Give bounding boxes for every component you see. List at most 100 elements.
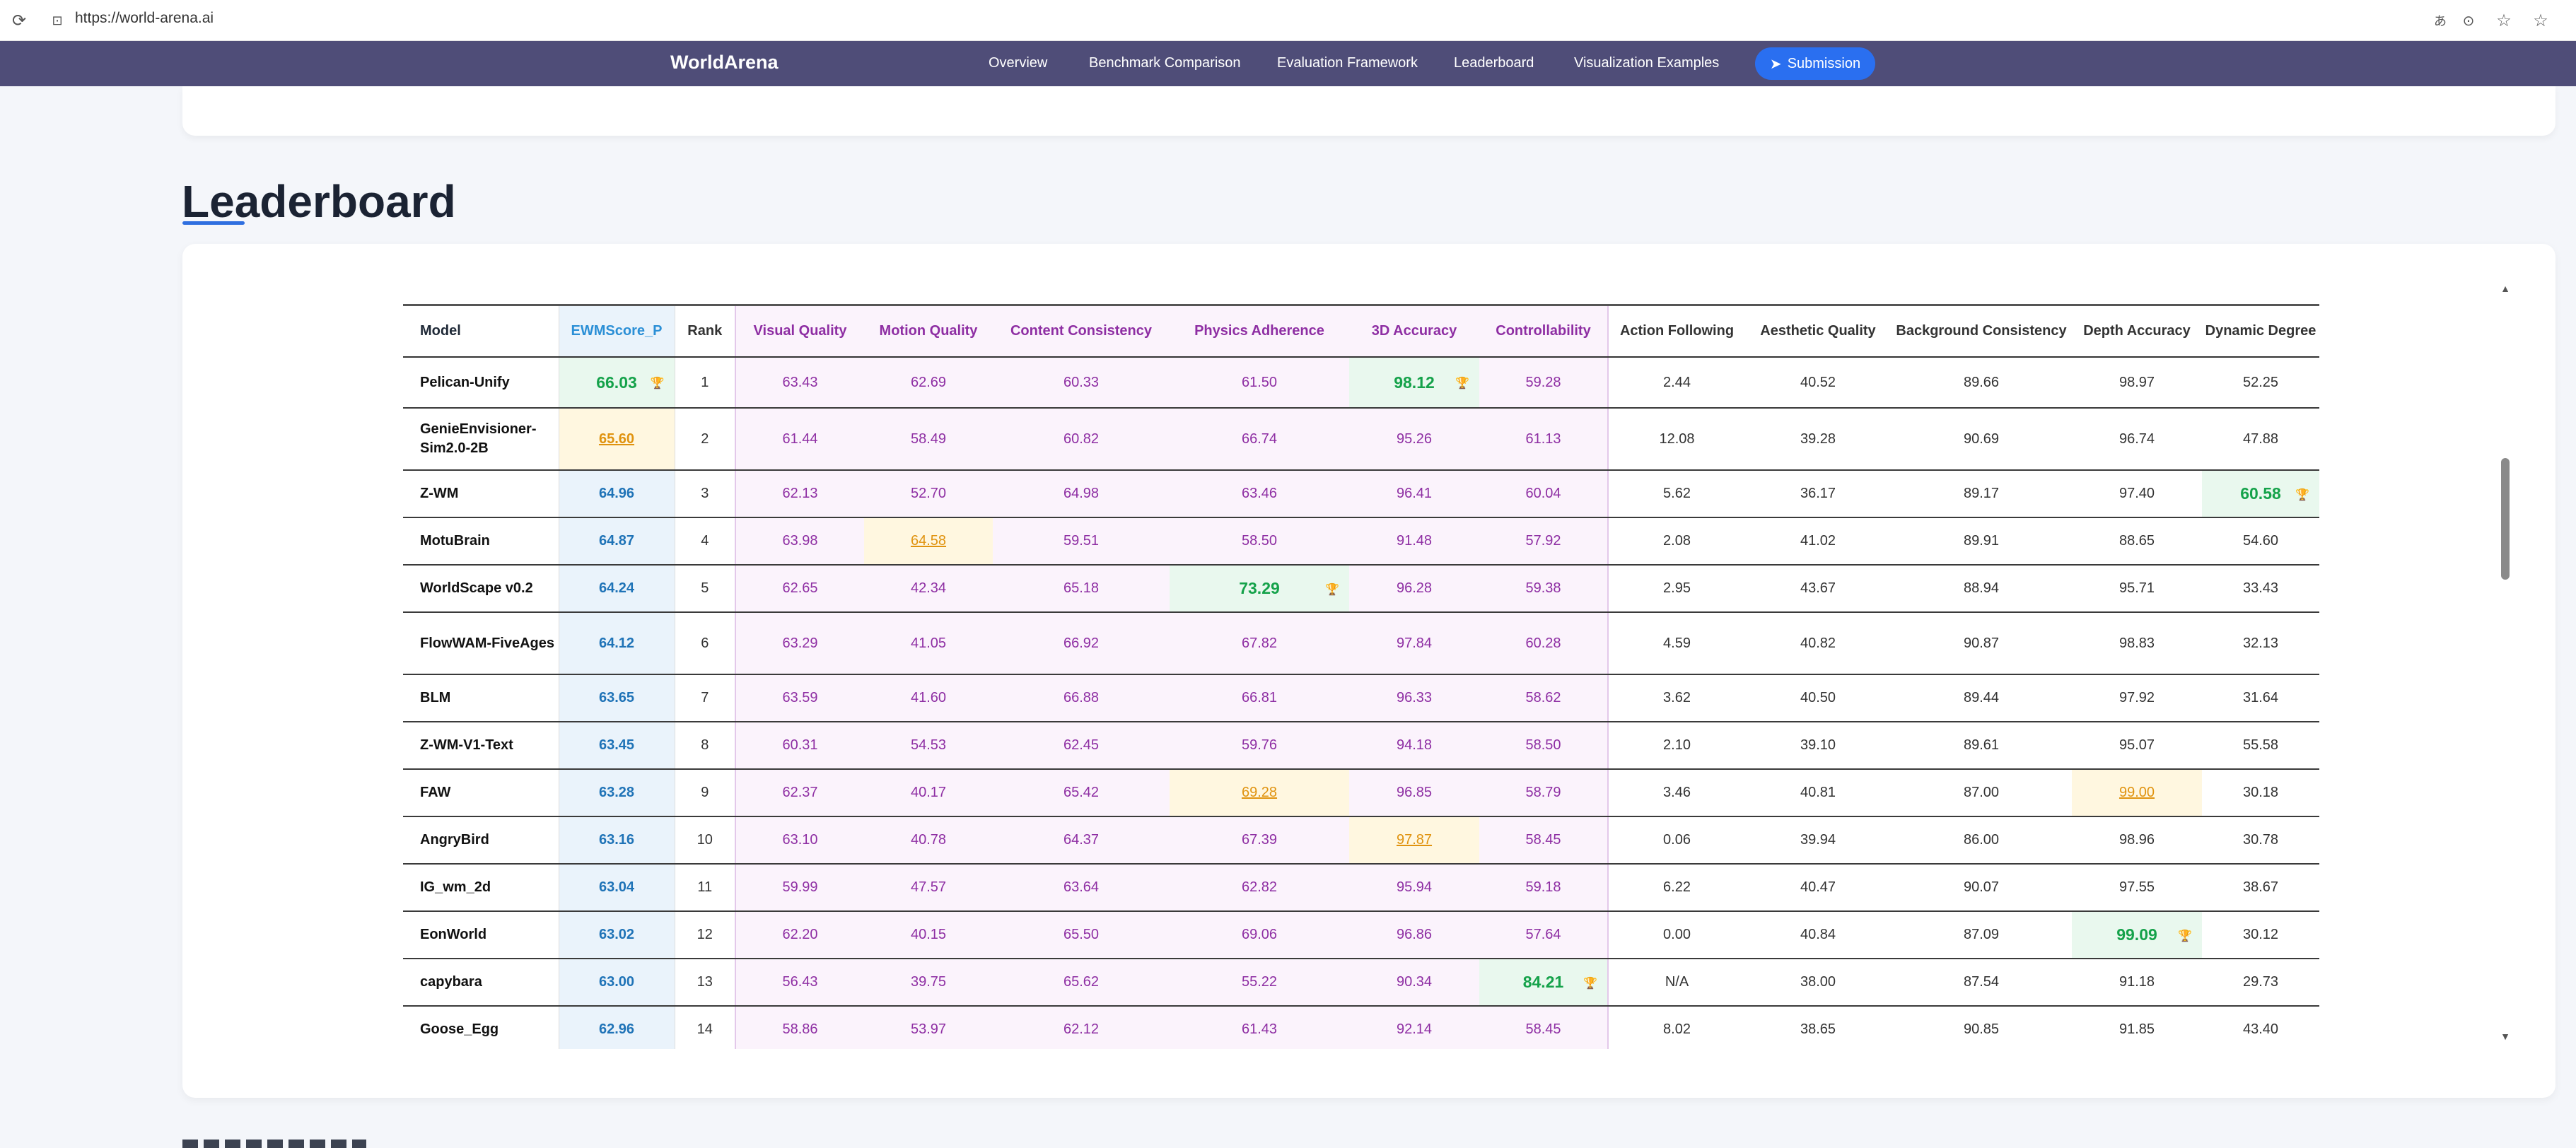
score-value: 89.66 — [1963, 374, 2000, 390]
column-header-content-consistency[interactable]: Content Consistency — [993, 306, 1170, 358]
score-value: 65.62 — [1063, 974, 1100, 990]
table-row[interactable]: capybara 63.00 13 56.43 39.75 65.62 55.22 90.34… — [403, 959, 2319, 1007]
score-cell-motion-quality: 53.97 — [864, 1006, 993, 1049]
score-cell-ewmscore-p: 62.96 — [558, 1006, 675, 1049]
score-value: 63.00 — [598, 974, 635, 990]
score-value: 89.44 — [1963, 690, 2000, 705]
score-cell-background-consistency: 90.87 — [1891, 612, 2072, 675]
score-value: 58.50 — [1241, 533, 1278, 549]
table-row[interactable]: AngryBird 63.16 10 63.10 40.78 64.37 67.39 97.8… — [403, 816, 2319, 865]
score-cell-3d-accuracy: 94.18 — [1349, 722, 1479, 770]
nav-link-benchmark-comparison[interactable]: Benchmark Comparison — [1089, 55, 1241, 71]
score-cell-controllability: 84.21 🏆 — [1479, 959, 1608, 1007]
score-value: 39.75 — [910, 974, 947, 990]
scroll-down-icon[interactable]: ▼ — [2500, 1031, 2510, 1042]
score-cell-content-consistency: 64.98 — [993, 470, 1170, 518]
score-value: 99.09 — [2116, 925, 2157, 944]
table-row[interactable]: FAW 63.28 9 62.37 40.17 65.42 69.28 96.85 58.79 3… — [403, 769, 2319, 817]
column-header-motion-quality[interactable]: Motion Quality — [864, 306, 993, 358]
score-value: 13 — [697, 974, 713, 990]
favorites-bar-icon[interactable]: ☆ — [2533, 11, 2548, 30]
model-name-cell: BLM — [403, 674, 559, 722]
column-header-3d-accuracy[interactable]: 3D Accuracy — [1349, 306, 1479, 358]
column-header-physics-adherence[interactable]: Physics Adherence — [1170, 306, 1349, 358]
score-value: 40.81 — [1800, 785, 1836, 800]
score-cell-physics-adherence: 73.29 🏆 — [1170, 565, 1349, 613]
reload-icon[interactable]: ⟳ — [11, 11, 27, 30]
score-value: 90.34 — [1396, 974, 1433, 990]
column-header-ewmscore-p[interactable]: EWMScore_P — [558, 306, 675, 358]
score-value: 33.43 — [2242, 580, 2279, 596]
score-value: 88.65 — [2119, 533, 2155, 549]
score-cell-depth-accuracy: 97.92 — [2072, 674, 2202, 722]
score-cell-dynamic-degree: 29.73 — [2202, 959, 2319, 1007]
leaderboard-table-container[interactable]: Model EWMScore_P Rank Visual Quality Motion … — [403, 304, 2319, 1049]
score-value: 60.31 — [782, 737, 818, 753]
score-value: 2.44 — [1663, 374, 1691, 390]
nav-link-overview[interactable]: Overview — [989, 55, 1048, 71]
table-row[interactable]: IG_wm_2d 63.04 11 59.99 47.57 63.64 62.82 95.94… — [403, 864, 2319, 912]
table-row[interactable]: Z-WM 64.96 3 62.13 52.70 64.98 63.46 96.41 60.04… — [403, 470, 2319, 518]
nav-link-visualization-examples[interactable]: Visualization Examples — [1574, 55, 1720, 71]
column-header-dynamic-degree[interactable]: Dynamic Degree — [2202, 306, 2319, 358]
submission-button[interactable]: ➤ Submission — [1755, 47, 1875, 80]
nav-link-evaluation-framework[interactable]: Evaluation Framework — [1277, 55, 1418, 71]
table-row[interactable]: BLM 63.65 7 63.59 41.60 66.88 66.81 96.33 58.62 3… — [403, 674, 2319, 722]
scrollbar-thumb[interactable] — [2501, 458, 2510, 580]
address-bar[interactable]: https://world-arena.ai — [75, 10, 214, 26]
lock-icon[interactable]: ⊡ — [52, 13, 63, 28]
score-cell-action-following: 5.62 — [1607, 470, 1745, 518]
table-row[interactable]: Goose_Egg 62.96 14 58.86 53.97 62.12 61.43 92.1… — [403, 1006, 2319, 1049]
column-header-aesthetic-quality[interactable]: Aesthetic Quality — [1745, 306, 1891, 358]
previous-section-card — [182, 86, 2555, 136]
vertical-scrollbar[interactable]: ▲ ▼ — [2500, 283, 2510, 1046]
score-cell-3d-accuracy: 90.34 — [1349, 959, 1479, 1007]
score-value: 12 — [697, 927, 713, 942]
table-row[interactable]: Z-WM-V1-Text 63.45 8 60.31 54.53 62.45 59.76 94… — [403, 722, 2319, 770]
score-value: 65.42 — [1063, 785, 1100, 800]
column-header-rank[interactable]: Rank — [674, 306, 735, 358]
score-value: 90.07 — [1963, 879, 2000, 895]
table-row[interactable]: WorldScape v0.2 64.24 5 62.65 42.34 65.18 73.2… — [403, 565, 2319, 613]
score-value: 6.22 — [1663, 879, 1691, 895]
score-value: 96.85 — [1396, 785, 1433, 800]
score-value: 61.43 — [1241, 1021, 1278, 1037]
score-cell-content-consistency: 65.50 — [993, 911, 1170, 959]
score-cell-background-consistency: 90.69 — [1891, 408, 2072, 471]
column-header-controllability[interactable]: Controllability — [1479, 306, 1608, 358]
column-header-visual-quality[interactable]: Visual Quality — [735, 306, 864, 358]
nav-link-leaderboard[interactable]: Leaderboard — [1454, 55, 1534, 71]
score-cell-background-consistency: 89.44 — [1891, 674, 2072, 722]
score-cell-action-following: 4.59 — [1607, 612, 1745, 675]
translate-icon[interactable]: あ — [2434, 14, 2447, 28]
brand-logo[interactable]: WorldArena — [670, 52, 779, 73]
score-cell-physics-adherence: 66.74 — [1170, 408, 1349, 471]
table-row[interactable]: FlowWAM-FiveAges 64.12 6 63.29 41.05 66.92 67.… — [403, 612, 2319, 675]
score-cell-physics-adherence: 69.28 — [1170, 769, 1349, 817]
table-row[interactable]: GenieEnvisioner-Sim2.0-2B 65.60 2 61.44 58.4… — [403, 408, 2319, 471]
table-row[interactable]: Pelican-Unify 66.03 🏆 1 63.43 62.69 60.33 61.50… — [403, 357, 2319, 409]
score-value: 97.55 — [2119, 879, 2155, 895]
score-cell-dynamic-degree: 30.12 — [2202, 911, 2319, 959]
score-value: 97.87 — [1396, 832, 1433, 848]
column-header-depth-accuracy[interactable]: Depth Accuracy — [2072, 306, 2202, 358]
score-cell-controllability: 58.45 — [1479, 816, 1608, 865]
scroll-up-icon[interactable]: ▲ — [2500, 283, 2510, 294]
score-cell-visual-quality: 63.43 — [735, 357, 864, 409]
score-value: 66.88 — [1063, 690, 1100, 705]
favorite-icon[interactable]: ☆ — [2496, 11, 2512, 30]
column-header-model[interactable]: Model — [403, 306, 559, 358]
score-value: 41.05 — [910, 635, 947, 651]
score-cell-ewmscore-p: 64.12 — [558, 612, 675, 675]
table-row[interactable]: EonWorld 63.02 12 62.20 40.15 65.50 69.06 96.86… — [403, 911, 2319, 959]
score-value: 57.92 — [1525, 533, 1561, 549]
score-cell-3d-accuracy: 98.12 🏆 — [1349, 357, 1479, 409]
score-cell-rank: 7 — [674, 674, 735, 722]
score-value: 62.13 — [782, 486, 818, 501]
column-header-background-consistency[interactable]: Background Consistency — [1891, 306, 2072, 358]
score-value: 63.16 — [598, 832, 635, 848]
extensions-icon[interactable]: ⊙ — [2462, 13, 2475, 29]
score-value: 54.53 — [910, 737, 947, 753]
table-row[interactable]: MotuBrain 64.87 4 63.98 64.58 59.51 58.50 91.48… — [403, 517, 2319, 566]
column-header-action-following[interactable]: Action Following — [1607, 306, 1745, 358]
